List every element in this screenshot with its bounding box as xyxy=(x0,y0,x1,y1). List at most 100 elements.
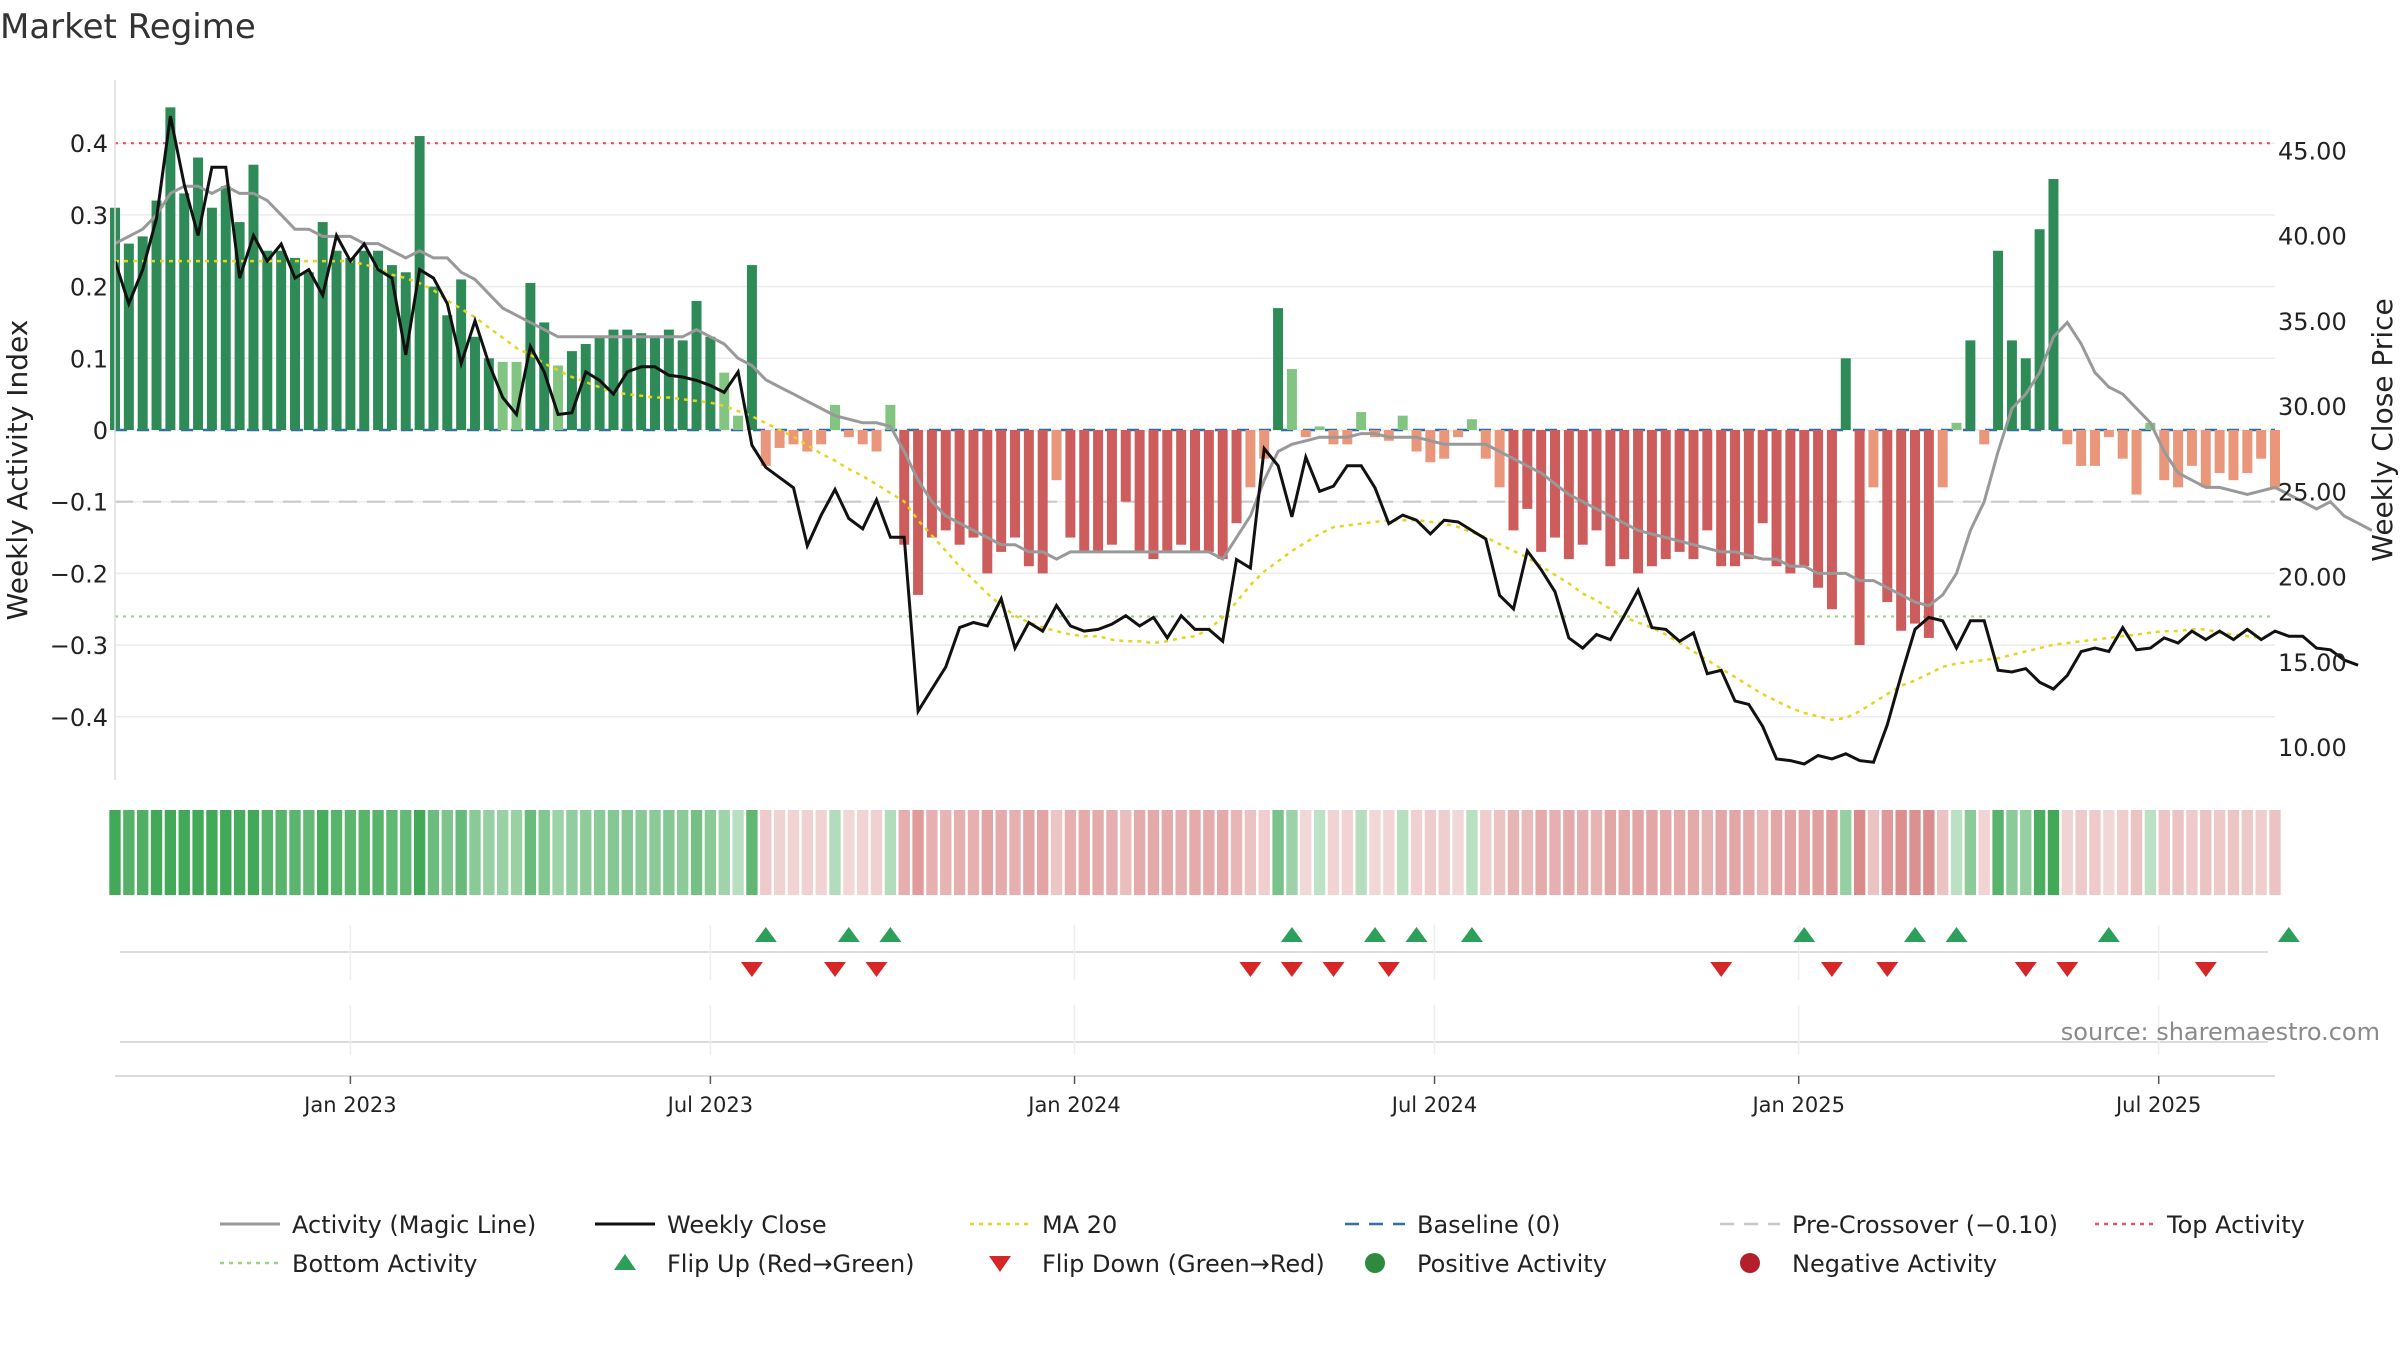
activity-bar xyxy=(594,336,605,430)
regime-cell xyxy=(164,810,177,895)
regime-cell xyxy=(566,810,578,895)
activity-bar xyxy=(2214,430,2225,474)
regime-cell xyxy=(317,810,329,895)
activity-bar xyxy=(2186,430,2197,466)
flip-up-marker xyxy=(1405,927,1428,942)
activity-bar xyxy=(234,222,245,430)
activity-bar xyxy=(705,336,716,430)
activity-bar xyxy=(165,107,176,430)
legend-label: Top Activity xyxy=(2166,1211,2305,1239)
activity-bar xyxy=(608,329,619,430)
activity-bar xyxy=(996,430,1007,552)
regime-cell xyxy=(1549,810,1561,895)
activity-bar xyxy=(830,404,840,430)
y-tick-right: 40.00 xyxy=(2278,223,2347,251)
regime-cell xyxy=(1147,810,1160,895)
legend-label: Baseline (0) xyxy=(1417,1211,1560,1239)
activity-bar xyxy=(1314,426,1325,430)
activity-bar xyxy=(206,207,217,430)
regime-cell xyxy=(912,810,924,895)
regime-cell xyxy=(137,810,149,895)
activity-bar xyxy=(2062,430,2073,445)
activity-bar xyxy=(483,358,494,430)
regime-cell xyxy=(261,810,273,895)
regime-cell xyxy=(1452,810,1464,895)
regime-cell xyxy=(1978,810,1990,895)
flip-down-marker xyxy=(865,962,888,977)
regime-cell xyxy=(621,810,633,895)
flip-up-marker xyxy=(2277,927,2300,942)
activity-bar xyxy=(1840,358,1851,430)
activity-bar xyxy=(760,430,771,466)
regime-cell xyxy=(1161,810,1173,895)
regime-cell xyxy=(1909,810,1921,895)
regime-cell xyxy=(1410,810,1423,895)
regime-cell xyxy=(663,810,675,895)
activity-bar xyxy=(1937,430,1948,488)
regime-cell xyxy=(1064,810,1077,895)
activity-bar xyxy=(1716,430,1727,567)
regime-cell xyxy=(1646,810,1658,895)
regime-cell xyxy=(1563,810,1575,895)
y-tick-left: 0.2 xyxy=(70,274,108,302)
regime-cell xyxy=(289,810,301,895)
flip-up-marker xyxy=(1945,927,1968,942)
regime-cell xyxy=(1757,810,1769,895)
activity-bar xyxy=(525,283,536,430)
legend-label: Weekly Close xyxy=(667,1211,827,1239)
y-tick-left: 0 xyxy=(93,417,108,445)
legend-label: Pre-Crossover (−0.10) xyxy=(1792,1211,2058,1239)
regime-cell xyxy=(2200,810,2212,895)
regime-cell xyxy=(2006,810,2018,895)
activity-bar xyxy=(2200,430,2211,488)
regime-cell xyxy=(1687,810,1700,895)
regime-cell xyxy=(1230,810,1243,895)
activity-bar xyxy=(193,157,204,431)
activity-bar xyxy=(1397,415,1408,430)
activity-bar xyxy=(220,186,231,430)
activity-bar xyxy=(359,250,370,430)
regime-cell xyxy=(1521,810,1533,895)
regime-cell xyxy=(1009,810,1021,895)
activity-bar xyxy=(1923,430,1934,638)
regime-cell xyxy=(967,810,980,895)
activity-bar xyxy=(1273,308,1284,430)
activity-bar xyxy=(317,222,328,430)
activity-bar xyxy=(511,361,522,430)
legend-label: Flip Down (Green→Red) xyxy=(1042,1250,1325,1278)
regime-cell xyxy=(1701,810,1713,895)
regime-cell xyxy=(1120,810,1132,895)
regime-cell xyxy=(510,810,523,895)
regime-cell xyxy=(220,810,232,895)
regime-cell xyxy=(1673,810,1686,895)
flip-down-marker xyxy=(2056,962,2079,977)
activity-bar xyxy=(373,250,384,430)
regime-cell xyxy=(1840,810,1852,895)
flip-down-marker xyxy=(1377,962,1400,977)
regime-cell xyxy=(469,810,481,895)
regime-cell xyxy=(843,810,855,895)
regime-cell xyxy=(1341,810,1353,895)
legend-item: Flip Down (Green→Red) xyxy=(989,1250,1325,1278)
regime-cell xyxy=(123,810,135,895)
regime-cell xyxy=(303,810,315,895)
flip-up-marker xyxy=(1460,927,1483,942)
legend-item: Positive Activity xyxy=(1365,1250,1607,1278)
activity-bar xyxy=(1799,430,1810,567)
flip-up-marker xyxy=(1793,927,1816,942)
activity-bar xyxy=(1577,430,1588,545)
activity-bar xyxy=(2131,430,2142,495)
regime-cell xyxy=(1660,810,1672,895)
activity-bar xyxy=(1813,430,1824,588)
regime-cell xyxy=(953,810,966,895)
regime-cell xyxy=(1189,810,1201,895)
y-tick-right: 45.00 xyxy=(2278,137,2347,165)
regime-cell xyxy=(1826,810,1838,895)
regime-cell xyxy=(1493,810,1506,895)
y-tick-right: 10.00 xyxy=(2278,734,2347,762)
regime-cell xyxy=(2130,810,2143,895)
regime-cell xyxy=(1881,810,1893,895)
activity-bar xyxy=(885,404,896,430)
activity-bar xyxy=(1508,430,1519,531)
